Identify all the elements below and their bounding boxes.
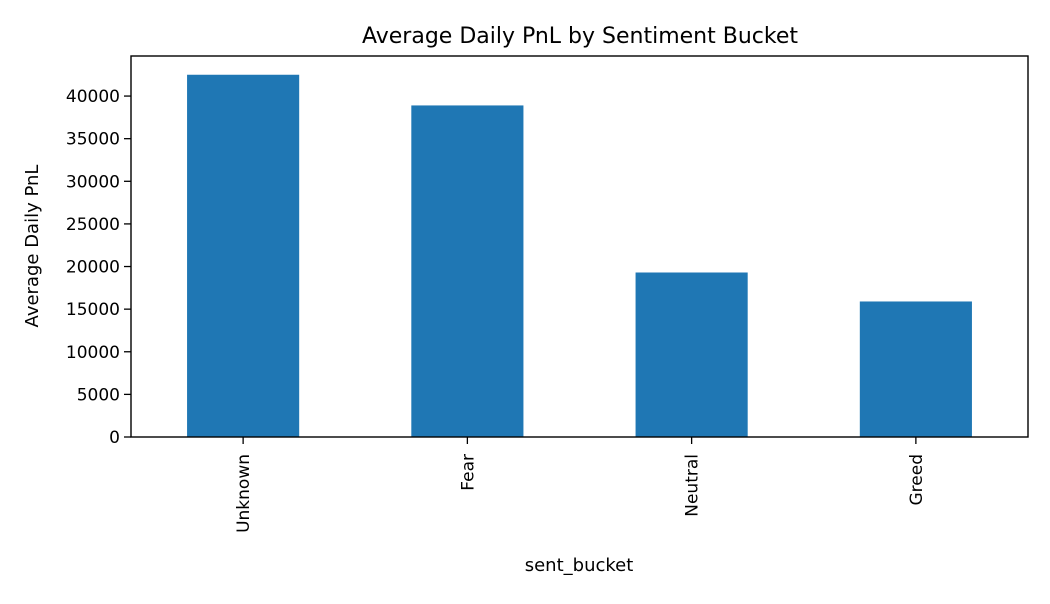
bars-layer [187,74,972,437]
y-tick-label: 20000 [66,258,120,278]
plot-frame [130,55,1029,438]
x-axis-label: sent_bucket [525,555,634,576]
y-tick-label: 25000 [66,215,120,235]
y-tick-label: 35000 [66,130,120,150]
y-ticks: 0 5000 10000 15000 20000 25000 30000 35000 40000 [66,87,131,448]
y-tick-label: 30000 [66,172,120,192]
bar-neutral [635,272,748,437]
x-tick-label: Unknown [234,454,254,533]
bar-unknown [187,74,300,437]
chart-title: Average Daily PnL by Sentiment Bucket [362,24,798,49]
y-tick-label: 10000 [66,343,120,363]
y-axis-label: Average Daily PnL [22,165,43,328]
bar-greed [859,301,972,437]
x-tick-label: Neutral [683,454,703,517]
bar-fear [411,105,524,437]
x-tick-label: Fear [458,454,478,491]
y-tick-label: 40000 [66,87,120,107]
x-ticks: Unknown Fear Neutral Greed [234,437,927,533]
y-tick-label: 5000 [77,385,120,405]
x-tick-label: Greed [907,454,927,506]
y-tick-label: 0 [109,428,120,448]
y-tick-label: 15000 [66,300,120,320]
